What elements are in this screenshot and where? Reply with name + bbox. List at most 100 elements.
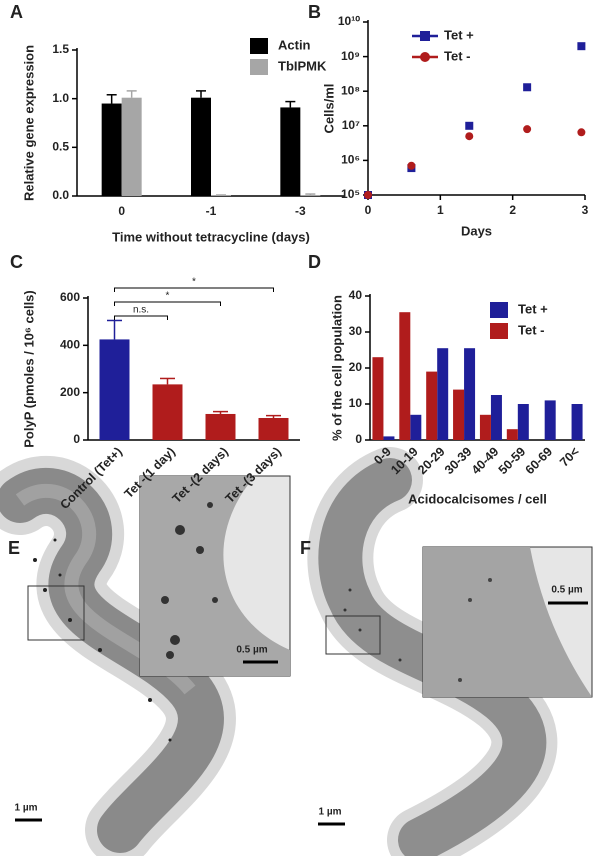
- legend-label: Tet -: [518, 322, 544, 337]
- panel-label: E: [8, 538, 20, 558]
- bar: [372, 357, 384, 440]
- significance-bracket: [114, 315, 168, 320]
- x-tick-label: 2: [509, 203, 516, 217]
- marker: [523, 125, 532, 134]
- bar: [437, 348, 449, 440]
- scale-label: 1 µm: [319, 807, 342, 818]
- legend-swatch: [250, 59, 268, 75]
- x-axis-label: Time without tetracycline (days): [112, 229, 310, 244]
- x-tick-label: 40-49: [469, 445, 502, 478]
- marker: [407, 161, 416, 170]
- marker: [364, 191, 372, 199]
- x-tick-label: 30-39: [442, 445, 475, 478]
- x-tick-label: 70<: [557, 445, 582, 470]
- x-tick-label: 3: [582, 203, 589, 217]
- marker: [577, 128, 586, 137]
- y-tick-label: 10⁹: [341, 49, 360, 63]
- significance-bracket: [114, 287, 274, 292]
- legend-marker: [420, 52, 430, 62]
- y-tick-label: 0: [73, 432, 80, 446]
- bar: [544, 400, 556, 440]
- y-axis-label: Cells/ml: [321, 84, 336, 134]
- marker: [465, 132, 474, 141]
- y-tick-label: 10¹⁰: [338, 14, 360, 28]
- y-tick-label: 400: [60, 338, 80, 352]
- x-tick-label: 20-29: [415, 445, 448, 478]
- y-tick-label: 0.0: [52, 188, 69, 202]
- bar: [410, 414, 422, 440]
- bar: [280, 107, 301, 196]
- bar: [464, 348, 476, 440]
- marker: [523, 83, 532, 92]
- legend-label: TbIPMK: [278, 58, 327, 73]
- bar: [517, 404, 529, 440]
- bar: [479, 414, 491, 440]
- bar: [506, 429, 518, 440]
- significance-label: *: [192, 277, 196, 288]
- marker: [465, 121, 474, 130]
- x-tick-label: 50-59: [496, 445, 529, 478]
- panel-label: B: [308, 2, 321, 22]
- bar: [121, 97, 142, 196]
- bar: [99, 339, 130, 440]
- legend-swatch: [490, 323, 508, 339]
- x-tick-label: 1: [437, 203, 444, 217]
- legend-label: Tet -: [444, 48, 470, 63]
- legend-swatch: [250, 38, 268, 54]
- x-tick-label: -3: [295, 204, 306, 218]
- panel-label: A: [10, 2, 23, 22]
- legend-label: Tet +: [444, 27, 474, 42]
- bar: [571, 404, 583, 440]
- y-tick-label: 200: [60, 385, 80, 399]
- scale-label: 0.5 µm: [551, 585, 582, 596]
- micrograph-e: [0, 456, 291, 856]
- bar: [490, 395, 502, 440]
- x-tick-label: 60-69: [523, 445, 556, 478]
- y-tick-label: 1.5: [52, 42, 69, 56]
- y-tick-label: 10: [349, 396, 363, 410]
- x-axis-label: Acidocalcisomes / cell: [408, 491, 547, 506]
- y-tick-label: 0: [355, 432, 362, 446]
- significance-label: *: [166, 291, 170, 302]
- bar: [453, 389, 465, 440]
- panel-label: F: [300, 538, 311, 558]
- scale-label: 0.5 µm: [236, 645, 267, 656]
- y-tick-label: 600: [60, 290, 80, 304]
- significance-label: n.s.: [133, 305, 149, 316]
- bar: [399, 312, 411, 440]
- panel-label: D: [308, 252, 321, 272]
- marker: [577, 42, 586, 51]
- legend-label: Tet +: [518, 301, 548, 316]
- y-tick-label: 10⁶: [341, 153, 360, 167]
- micrograph-f: [307, 447, 593, 856]
- scale-label: 1 µm: [15, 803, 38, 814]
- x-tick-label: 0: [365, 203, 372, 217]
- x-axis-label: Days: [461, 223, 492, 238]
- y-tick-label: 40: [349, 288, 363, 302]
- y-tick-label: 1.0: [52, 91, 69, 105]
- bar: [101, 103, 122, 196]
- bar: [383, 436, 395, 440]
- bar: [152, 384, 183, 440]
- y-tick-label: 10⁵: [341, 187, 360, 201]
- bar: [300, 195, 321, 196]
- legend-label: Actin: [278, 37, 311, 52]
- y-axis-label: PolyP (pmoles / 10⁶ cells): [21, 290, 36, 447]
- significance-bracket: [114, 301, 221, 306]
- legend-marker: [420, 31, 430, 41]
- y-tick-label: 10⁷: [342, 118, 360, 132]
- y-tick-label: 30: [349, 324, 363, 338]
- x-tick-label: 0: [118, 204, 125, 218]
- bar: [191, 97, 211, 196]
- x-tick-label: -1: [206, 204, 217, 218]
- legend-swatch: [490, 302, 508, 318]
- bar: [258, 417, 289, 440]
- y-tick-label: 0.5: [52, 140, 69, 154]
- y-axis-label: Relative gene expression: [21, 45, 36, 201]
- y-tick-label: 20: [349, 360, 363, 374]
- bar: [205, 413, 236, 440]
- panel-label: C: [10, 252, 23, 272]
- bar: [426, 371, 438, 440]
- y-axis-label: % of the cell population: [329, 295, 344, 441]
